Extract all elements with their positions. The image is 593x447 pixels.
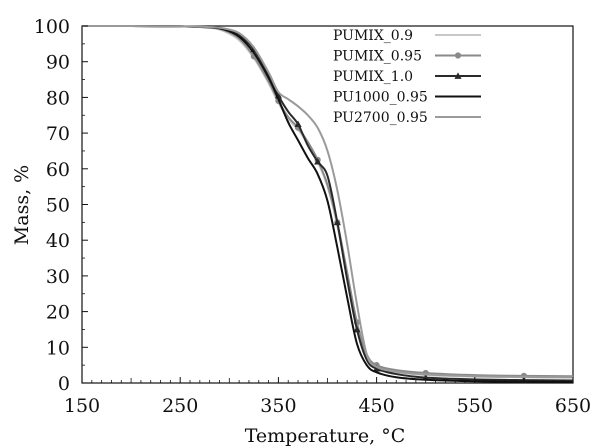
y-tick-label: 100 (34, 16, 70, 38)
y-tick-label: 80 (46, 87, 70, 109)
y-tick-label: 50 (46, 195, 70, 217)
x-tick-label: 250 (162, 395, 198, 417)
series-pumix-1-0-point (353, 325, 361, 333)
series-pumix-1-0-point (314, 158, 322, 165)
legend-label: PU1000_0.95 (333, 90, 428, 106)
series-layer (81, 24, 574, 384)
axes-layer: 150 250 350 450 550 650 0 10 20 30 40 50 60 70 80 90 100 (34, 16, 591, 417)
legend-label: PUMIX_0.95 (333, 49, 422, 65)
series-pu1000-0-95 (81, 24, 574, 383)
x-tick-label: 650 (555, 395, 591, 417)
x-tick-label: 150 (64, 395, 100, 417)
y-tick-label: 40 (46, 230, 70, 252)
y-tick-label: 70 (46, 123, 70, 145)
legend-label: PUMIX_0.9 (333, 28, 413, 44)
y-tick-label: 10 (46, 337, 70, 359)
legend-point (454, 52, 462, 59)
y-tick-label: 60 (46, 159, 70, 181)
y-tick-label: 90 (46, 52, 70, 74)
x-axis-title: Temperature, °C (245, 425, 406, 447)
series-line (81, 24, 574, 379)
y-tick-label: 30 (46, 266, 70, 288)
y-axis-title: Mass, % (11, 165, 33, 245)
series-pumix-1-0-point (294, 120, 302, 128)
legend-point (454, 72, 462, 79)
legend-label: PUMIX_1.0 (333, 69, 413, 85)
series-pumix-1-0-point (373, 365, 381, 372)
x-tick-label: 450 (358, 395, 394, 417)
series-pumix-1-0-point (333, 218, 341, 226)
series-pu2700-0-95 (81, 24, 574, 379)
x-tick-label: 350 (260, 395, 296, 417)
y-tick-label: 0 (58, 373, 70, 395)
y-tick-label: 20 (46, 302, 70, 324)
x-tick-label: 550 (457, 395, 493, 417)
legend-label: PU2700_0.95 (333, 110, 428, 126)
series-line (81, 24, 574, 383)
legend: PUMIX_0.9 PUMIX_0.95 PUMIX_1.0 PU1000_0.95 P… (333, 28, 481, 126)
